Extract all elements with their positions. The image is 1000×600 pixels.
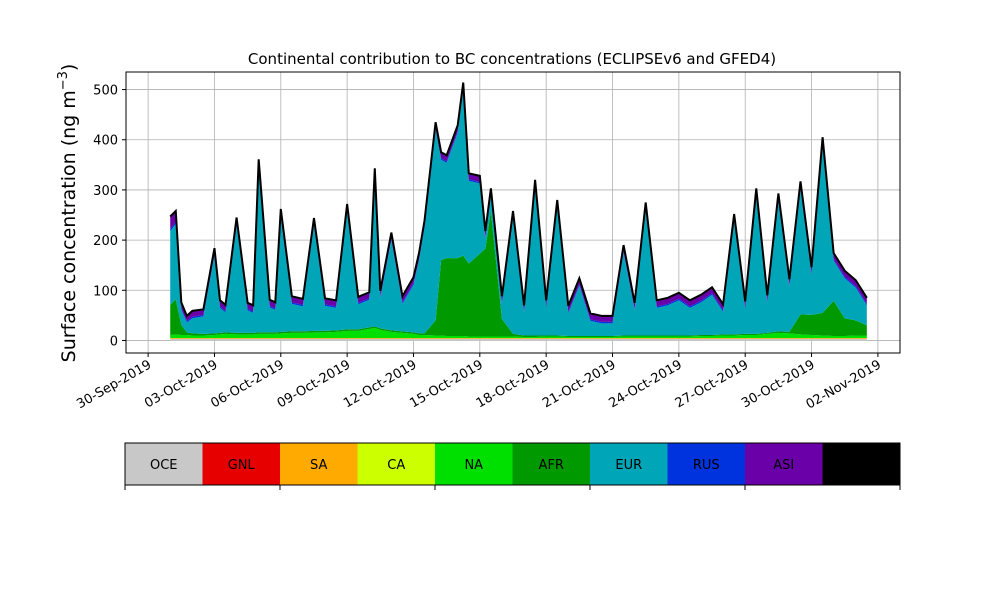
- legend-swatch-rus: [667, 443, 745, 485]
- y-tick-label: 200: [93, 234, 118, 249]
- chart-title: Continental contribution to BC concentra…: [248, 50, 776, 68]
- plot-area: 0 100 200 300 400 500 30-Sep-201903-Oct-201906…: [74, 71, 901, 412]
- y-tick-label: 0: [110, 334, 118, 349]
- legend-label: NA: [464, 458, 483, 473]
- legend-label: SA: [310, 458, 327, 473]
- area-sa: [170, 338, 867, 339]
- total-line: [169, 82, 868, 318]
- legend-label: OCE: [150, 458, 178, 473]
- area-eur: [170, 90, 867, 336]
- x-tick-label: 24-Oct-2019: [606, 357, 684, 411]
- area-oce: [170, 338, 867, 341]
- legend-swatch-eur: [590, 443, 668, 485]
- legend-swatch-gnl: [202, 443, 280, 485]
- legend-frame: [124, 442, 901, 486]
- x-tick-label: 02-Nov-2019: [804, 357, 884, 412]
- legend-label: AUS: [848, 458, 875, 473]
- area-afr: [170, 210, 867, 337]
- x-tick-label: 21-Oct-2019: [540, 357, 618, 411]
- x-tick-label: 30-Sep-2019: [74, 357, 154, 412]
- legend-label: ASI: [773, 458, 794, 473]
- legend-swatch-oce: [125, 443, 203, 485]
- plot-frame: [125, 71, 901, 354]
- legend-swatch-ca: [357, 443, 435, 485]
- stacked-areas: [170, 82, 867, 341]
- y-tick-label: 100: [93, 284, 118, 299]
- legend-label: RUS: [693, 458, 720, 473]
- x-tick-label: 27-Oct-2019: [673, 357, 751, 411]
- legend-swatch-aus: [822, 443, 900, 485]
- area-na: [170, 327, 867, 338]
- x-tick-label: 06-Oct-2019: [208, 357, 286, 411]
- x-tick-label: 12-Oct-2019: [341, 357, 419, 411]
- y-axis-label: Surface concentration (ng m−3): [56, 64, 80, 363]
- legend-colorbar: OCE GNL SA CA NA AFR EUR RUS ASI AUS: [124, 442, 901, 490]
- legend-label: GNL: [228, 458, 256, 473]
- y-tick-label: 400: [93, 134, 118, 149]
- legend-swatch-afr: [512, 443, 590, 485]
- legend-label: EUR: [615, 458, 642, 473]
- x-tick-label: 18-Oct-2019: [474, 357, 552, 411]
- legend-label: CA: [387, 458, 405, 473]
- x-tick-label: 15-Oct-2019: [407, 357, 485, 411]
- legend-label: AFR: [539, 458, 564, 473]
- legend-swatch-sa: [280, 443, 358, 485]
- y-tick-label: 300: [93, 184, 118, 199]
- legend-swatch-asi: [745, 443, 823, 485]
- legend-swatch-na: [435, 443, 513, 485]
- y-tick-label: 500: [93, 84, 118, 99]
- x-tick-label: 03-Oct-2019: [142, 357, 220, 411]
- x-tick-label: 09-Oct-2019: [275, 357, 353, 411]
